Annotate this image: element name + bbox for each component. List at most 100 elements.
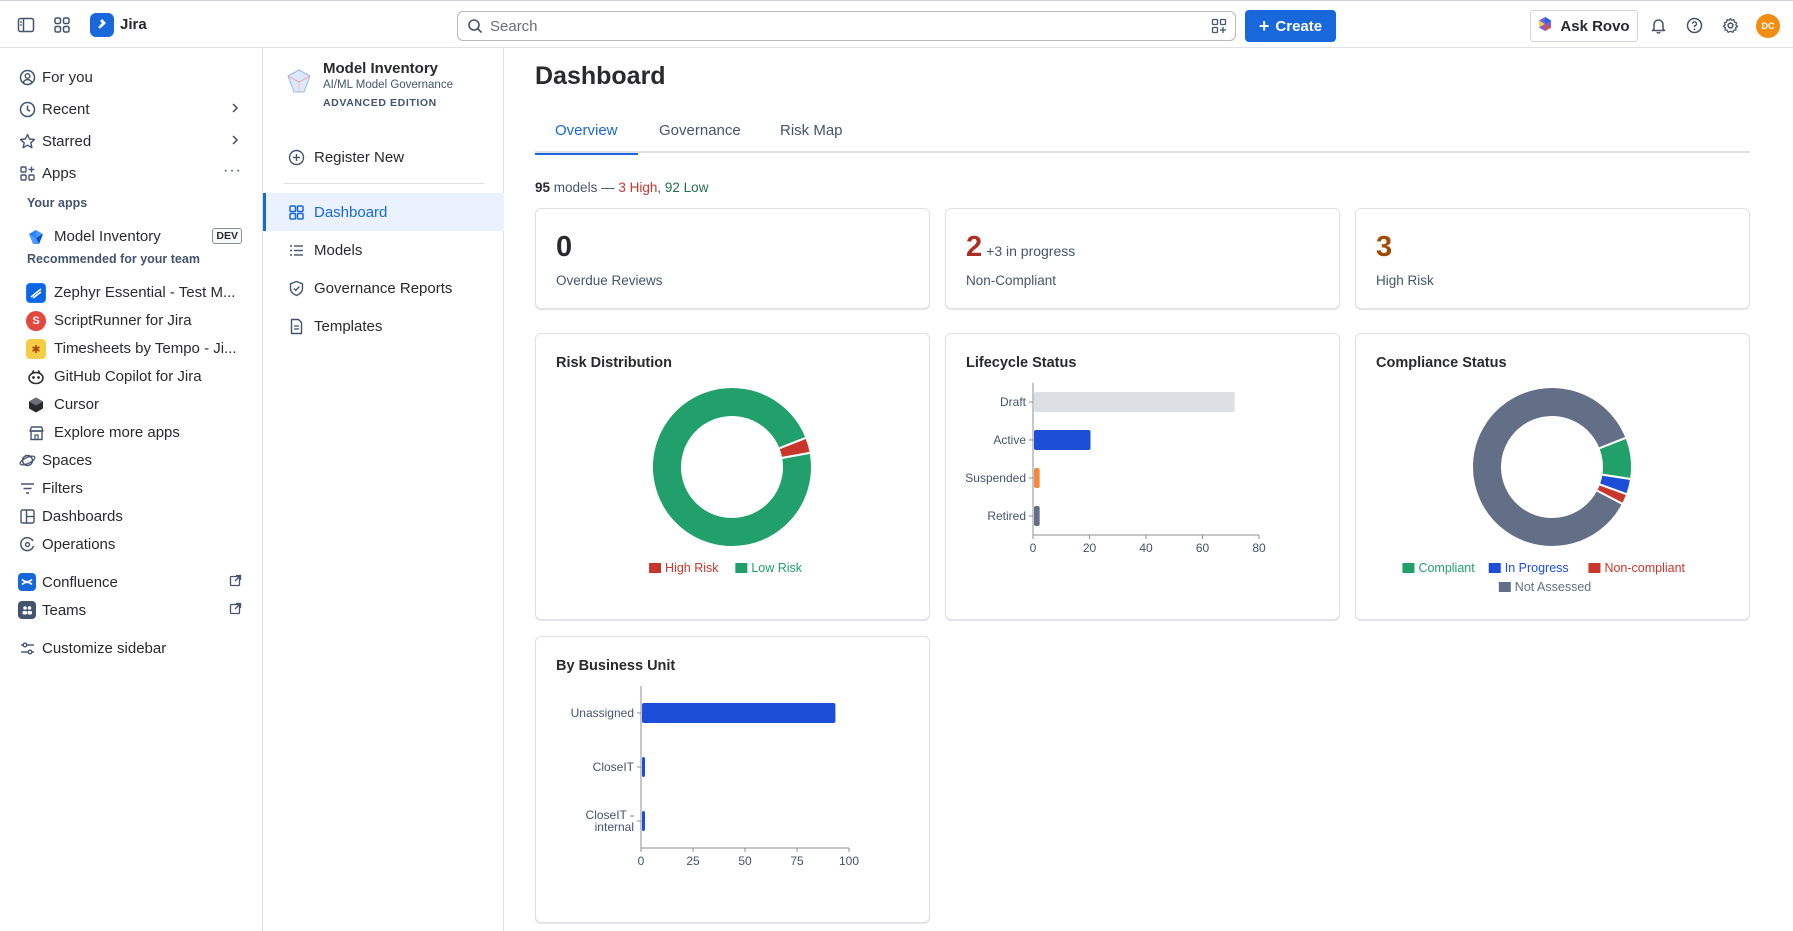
sidebar-item-starred[interactable]: Starred <box>10 127 250 155</box>
create-button-label: Create <box>1275 17 1323 35</box>
bar-suspended[interactable] <box>1034 468 1040 488</box>
x-tick-label: 0 <box>1030 541 1037 555</box>
customize-icon <box>18 639 36 657</box>
user-avatar[interactable]: DC <box>1756 14 1780 38</box>
sidebar-app-label: GitHub Copilot for Jira <box>54 367 202 385</box>
sidebar-item-for-you[interactable]: For you <box>10 63 250 91</box>
sidebar-item-filters[interactable]: Filters <box>10 474 250 502</box>
x-tick-label: 0 <box>638 854 645 868</box>
sidebar-item-teams[interactable]: Teams <box>10 596 250 624</box>
jira-logo-icon[interactable] <box>90 13 114 37</box>
search-filters-icon[interactable] <box>1211 18 1227 38</box>
chevron-right-icon[interactable] <box>228 133 242 151</box>
scriptrunner-app-icon: S <box>26 311 46 331</box>
legend-label[interactable]: Non-compliant <box>1604 561 1685 575</box>
kpi-label: Non-Compliant <box>966 273 1057 288</box>
bar-retired[interactable] <box>1034 506 1040 526</box>
legend-label[interactable]: In Progress <box>1505 561 1569 575</box>
pie-slice-not-assessed[interactable] <box>1471 386 1628 548</box>
kpi-value: 2 +3 in progress <box>966 231 1075 264</box>
teams-icon <box>18 601 36 619</box>
project-nav-dashboard[interactable]: Dashboard <box>263 193 504 231</box>
settings-gear-icon[interactable] <box>1718 13 1742 37</box>
sidebar-app-github-copilot[interactable]: GitHub Copilot for Jira <box>10 362 250 390</box>
legend-swatch <box>1588 563 1601 573</box>
more-options-icon[interactable]: ··· <box>223 162 242 179</box>
x-tick-label: 75 <box>790 854 804 868</box>
sidebar-item-spaces[interactable]: Spaces <box>10 446 250 474</box>
bar-active[interactable] <box>1034 430 1091 450</box>
ask-rovo-button[interactable]: Ask Rovo <box>1530 10 1638 42</box>
project-nav-models[interactable]: Models <box>263 231 504 269</box>
zephyr-app-icon <box>26 283 46 303</box>
sidebar-item-confluence[interactable]: Confluence <box>10 568 250 596</box>
bar-unassigned[interactable] <box>642 703 836 723</box>
sidebar-item-apps[interactable]: Apps ··· <box>10 159 250 187</box>
project-nav-templates[interactable]: Templates <box>263 307 504 345</box>
y-tick-label: Retired <box>987 509 1026 523</box>
sidebar-item-label: Spaces <box>42 451 93 469</box>
y-tick-label: Unassigned <box>571 706 634 720</box>
sidebar-toggle-icon[interactable] <box>14 13 38 37</box>
rovo-icon <box>1538 16 1552 36</box>
legend-label[interactable]: Compliant <box>1418 561 1475 575</box>
kpi-card-high-risk[interactable]: 3 High Risk <box>1355 208 1750 309</box>
sidebar-app-label: Cursor <box>54 395 100 413</box>
chevron-right-icon[interactable] <box>228 101 242 119</box>
pie-slice-low-risk[interactable] <box>651 386 813 549</box>
sidebar-app-scriptrunner[interactable]: S ScriptRunner for Jira <box>10 306 250 334</box>
external-link-icon[interactable] <box>229 574 242 591</box>
tab-governance[interactable]: Governance <box>659 122 741 139</box>
kpi-card-non-compliant[interactable]: 2 +3 in progress Non-Compliant <box>945 208 1340 309</box>
main-content: Dashboard Overview Governance Risk Map 9… <box>504 48 1793 931</box>
register-new-button[interactable]: Register New <box>263 138 504 176</box>
bar-closeit[interactable] <box>642 757 645 777</box>
notifications-bell-icon[interactable] <box>1646 13 1670 37</box>
sidebar-item-label: Dashboards <box>42 507 123 525</box>
sidebar-app-model-inventory[interactable]: Model Inventory DEV <box>10 222 250 250</box>
legend-label[interactable]: High Risk <box>665 561 719 575</box>
sidebar-app-tempo[interactable]: ✱ Timesheets by Tempo - Ji... <box>10 334 250 362</box>
project-nav-label: Dashboard <box>314 203 388 221</box>
sidebar-item-label: Apps <box>42 164 77 182</box>
sidebar-app-cursor[interactable]: Cursor <box>10 390 250 418</box>
sidebar-item-dashboards[interactable]: Dashboards <box>10 502 250 530</box>
user-circle-icon <box>18 68 36 86</box>
project-subtitle: AI/ML Model Governance <box>323 79 453 91</box>
chart-title: Compliance Status <box>1376 355 1507 371</box>
project-title[interactable]: Model Inventory <box>323 60 439 77</box>
tab-overview[interactable]: Overview <box>535 122 638 155</box>
clock-icon <box>18 100 36 118</box>
project-nav-label: Models <box>314 241 363 259</box>
x-tick-label: 50 <box>738 854 752 868</box>
app-switcher-icon[interactable] <box>50 13 74 37</box>
external-link-icon[interactable] <box>229 602 242 619</box>
bar-draft[interactable] <box>1034 392 1235 412</box>
sidebar-item-operations[interactable]: Operations <box>10 530 250 558</box>
tab-risk-map[interactable]: Risk Map <box>780 122 843 139</box>
kpi-card-overdue-reviews[interactable]: 0 Overdue Reviews <box>535 208 930 309</box>
sidebar-explore-apps[interactable]: Explore more apps <box>10 418 250 446</box>
add-circle-icon <box>287 148 305 166</box>
app-name[interactable]: Jira <box>120 16 147 33</box>
kpi-number: 3 <box>1376 231 1393 263</box>
legend-label[interactable]: Low Risk <box>751 561 802 575</box>
sidebar-item-recent[interactable]: Recent <box>10 95 250 123</box>
help-icon[interactable] <box>1682 13 1706 37</box>
project-nav-governance-reports[interactable]: Governance Reports <box>263 269 504 307</box>
cursor-app-icon <box>26 395 46 415</box>
sidebar-item-label: Teams <box>42 601 87 619</box>
models-summary: 95 models — 3 High, 92 Low <box>535 180 708 195</box>
bar-closeit-internal[interactable] <box>642 811 645 831</box>
sidebar-app-zephyr[interactable]: Zephyr Essential - Test M... <box>10 278 250 306</box>
customize-sidebar-button[interactable]: Customize sidebar <box>10 634 250 662</box>
x-tick-label: 20 <box>1083 541 1097 555</box>
dashboard-grid-icon <box>287 203 305 221</box>
your-apps-heading: Your apps <box>27 196 88 210</box>
sidebar-item-label: Confluence <box>42 573 118 591</box>
legend-label[interactable]: Not Assessed <box>1515 580 1591 594</box>
chart-title: By Business Unit <box>556 658 676 674</box>
top-navigation-bar: Jira Search + Create Ask Rovo DC <box>0 0 1793 48</box>
search-input[interactable]: Search <box>457 11 1236 41</box>
create-button[interactable]: + Create <box>1245 10 1336 42</box>
